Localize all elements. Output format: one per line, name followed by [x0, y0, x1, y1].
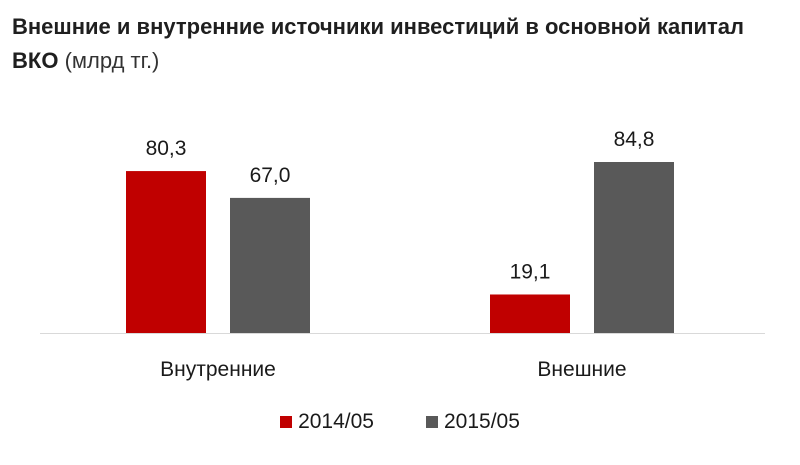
legend: 2014/05 2015/05: [0, 410, 800, 434]
chart-title-text: Внешние и внутренние источники инвестици…: [12, 14, 745, 73]
legend-swatch-2015: [426, 416, 438, 428]
category-label-1: Внешние: [537, 358, 626, 381]
legend-label-2014: 2014/05: [298, 410, 374, 433]
legend-swatch-2014: [280, 416, 293, 428]
bar-value-label-0-1: 67,0: [250, 164, 291, 187]
bar-1-0: [490, 294, 570, 333]
legend-label-2015: 2015/05: [444, 410, 520, 433]
legend-item-2015: 2015/05: [426, 410, 520, 434]
category-label-0: Внутренние: [160, 358, 276, 381]
chart-title-unit: (млрд тг.): [64, 48, 160, 73]
bar-value-label-1-0: 19,1: [510, 260, 551, 283]
bar-0-0: [126, 171, 206, 333]
legend-item-2014: 2014/05: [280, 410, 374, 434]
bar-value-label-0-0: 80,3: [146, 137, 187, 160]
chart-title: Внешние и внутренние источники инвестици…: [12, 10, 772, 78]
bar-0-1: [230, 197, 310, 333]
bar-1-1: [594, 162, 674, 333]
bar-value-label-1-1: 84,8: [614, 128, 655, 151]
